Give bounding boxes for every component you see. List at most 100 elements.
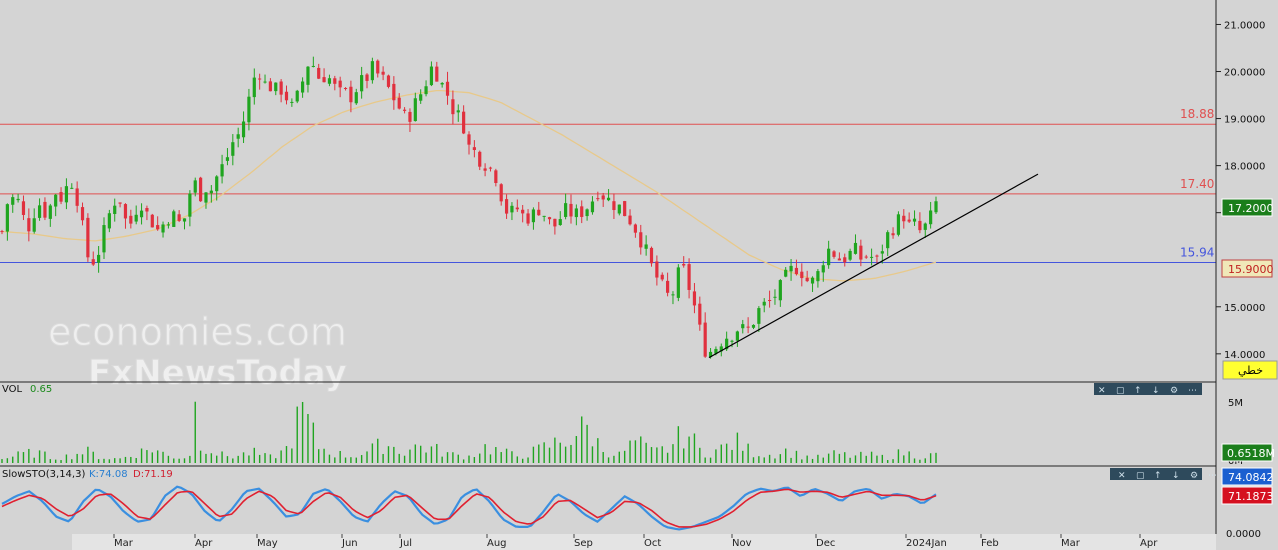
volume-bar: [511, 451, 513, 463]
arrow-up-icon[interactable]: ↑: [1134, 386, 1142, 396]
arrow-down-icon[interactable]: ↓: [1152, 386, 1160, 396]
candle-body: [746, 326, 750, 328]
arrow-up-icon[interactable]: ↑: [1154, 471, 1162, 481]
candle-body: [784, 269, 788, 277]
volume-bar: [296, 406, 298, 463]
candle-body: [660, 274, 664, 280]
settings-icon[interactable]: ⚙: [1190, 471, 1198, 481]
volume-bar: [473, 457, 476, 463]
volume-bar: [521, 458, 524, 463]
candle-body: [886, 232, 890, 249]
volume-bar: [736, 432, 739, 463]
volume-bar: [709, 457, 712, 463]
candle-body: [370, 61, 374, 81]
candle-body: [16, 198, 20, 201]
volume-bar: [666, 452, 669, 463]
volume-bar: [623, 450, 626, 463]
price-panel[interactable]: economies.com FxNewsToday: [0, 56, 1216, 394]
stochastic-panel[interactable]: SlowSTO(3,14,3) K:74.08 D:71.19 ✕ ▢ ↑ ↓ ⚙ ⋯ 7…: [1, 467, 1274, 540]
candle-body: [247, 96, 251, 123]
candle-body: [596, 198, 600, 200]
candle-body: [440, 82, 444, 85]
candle-body: [553, 218, 557, 227]
volume-bar: [597, 438, 599, 463]
volume-bar: [382, 453, 384, 463]
x-tick-label: Apr: [195, 538, 213, 549]
candle-body: [290, 101, 294, 103]
price-axis[interactable]: 21.000020.000019.000018.000017.000015.00…: [1216, 20, 1265, 361]
volume-value: 0.65: [30, 384, 52, 395]
volume-toolbar[interactable]: [1094, 383, 1202, 395]
maximize-icon[interactable]: ▢: [1116, 386, 1125, 396]
candle-body: [451, 99, 455, 115]
candle-body: [564, 203, 568, 217]
volume-bar: [919, 459, 921, 463]
x-tick-label: Feb: [981, 538, 999, 549]
volume-bar: [554, 437, 556, 463]
settings-icon[interactable]: ⚙: [1170, 386, 1178, 396]
candle-body: [730, 340, 734, 342]
volume-bar: [312, 422, 315, 463]
candle-body: [80, 207, 85, 221]
watermark-economies: economies.com: [48, 310, 347, 354]
volume-bar: [935, 452, 937, 463]
candle-body: [139, 210, 144, 218]
x-tick-label: Sep: [574, 538, 593, 549]
trendline[interactable]: [708, 173, 1039, 359]
candle-body: [317, 67, 321, 79]
candle-body: [150, 214, 154, 228]
volume-bar: [516, 456, 519, 463]
candle-body: [231, 142, 235, 156]
volume-bar: [618, 451, 620, 463]
candle-body: [241, 121, 246, 138]
volume-bar: [323, 448, 325, 463]
volume-bar: [699, 447, 701, 463]
line-style-button[interactable]: خطي: [1222, 360, 1278, 380]
candle-body: [445, 81, 450, 96]
candle-body: [515, 207, 519, 210]
volume-current-label: 0.6518M: [1227, 447, 1275, 460]
close-icon[interactable]: ✕: [1118, 471, 1126, 481]
more-icon[interactable]: ⋯: [1208, 471, 1217, 481]
stochastic-toolbar[interactable]: [1110, 468, 1202, 480]
candle-body: [204, 192, 208, 203]
volume-panel[interactable]: VOL 0.65 ✕▢↑↓⚙⋯ 5M 0M 0.6518M: [1, 383, 1275, 467]
time-axis-bar[interactable]: [72, 534, 1216, 550]
candle-body: [333, 78, 337, 84]
candle-body: [612, 201, 616, 211]
volume-bar: [527, 457, 529, 463]
volume-bar: [226, 456, 229, 463]
maximize-icon[interactable]: ▢: [1136, 471, 1145, 481]
watermark: economies.com FxNewsToday: [48, 310, 348, 394]
support-price-tag: 15.9000: [1221, 259, 1274, 278]
volume-bar: [704, 457, 706, 463]
volume-bar: [253, 447, 255, 463]
horizontal-line-label: 18.88: [1180, 107, 1214, 121]
close-icon[interactable]: ✕: [1098, 386, 1106, 396]
candle-body: [923, 223, 927, 230]
candle-body: [762, 301, 766, 306]
volume-bar: [355, 457, 357, 463]
candle-body: [499, 184, 503, 202]
stochastic-d-value: D:71.19: [133, 469, 173, 480]
candle-body: [75, 188, 79, 206]
volume-bar: [216, 455, 218, 463]
candle-body: [182, 218, 187, 222]
candle-body: [429, 66, 434, 86]
volume-bar: [22, 452, 25, 463]
candle-body: [322, 77, 326, 83]
arrow-down-icon[interactable]: ↓: [1172, 471, 1180, 481]
volume-bar: [742, 450, 744, 463]
x-tick-label: May: [257, 538, 278, 549]
candle-body: [558, 219, 562, 226]
volume-bar: [688, 436, 690, 463]
candle-body: [32, 218, 36, 232]
candle-body: [698, 303, 702, 325]
volume-bar: [725, 443, 728, 463]
candle-body: [929, 210, 933, 225]
more-icon[interactable]: ⋯: [1188, 386, 1197, 396]
x-tick-label: Mar: [1061, 538, 1081, 549]
horizontal-lines: [0, 123, 1216, 264]
line-style-button-label: خطي: [1238, 364, 1263, 377]
